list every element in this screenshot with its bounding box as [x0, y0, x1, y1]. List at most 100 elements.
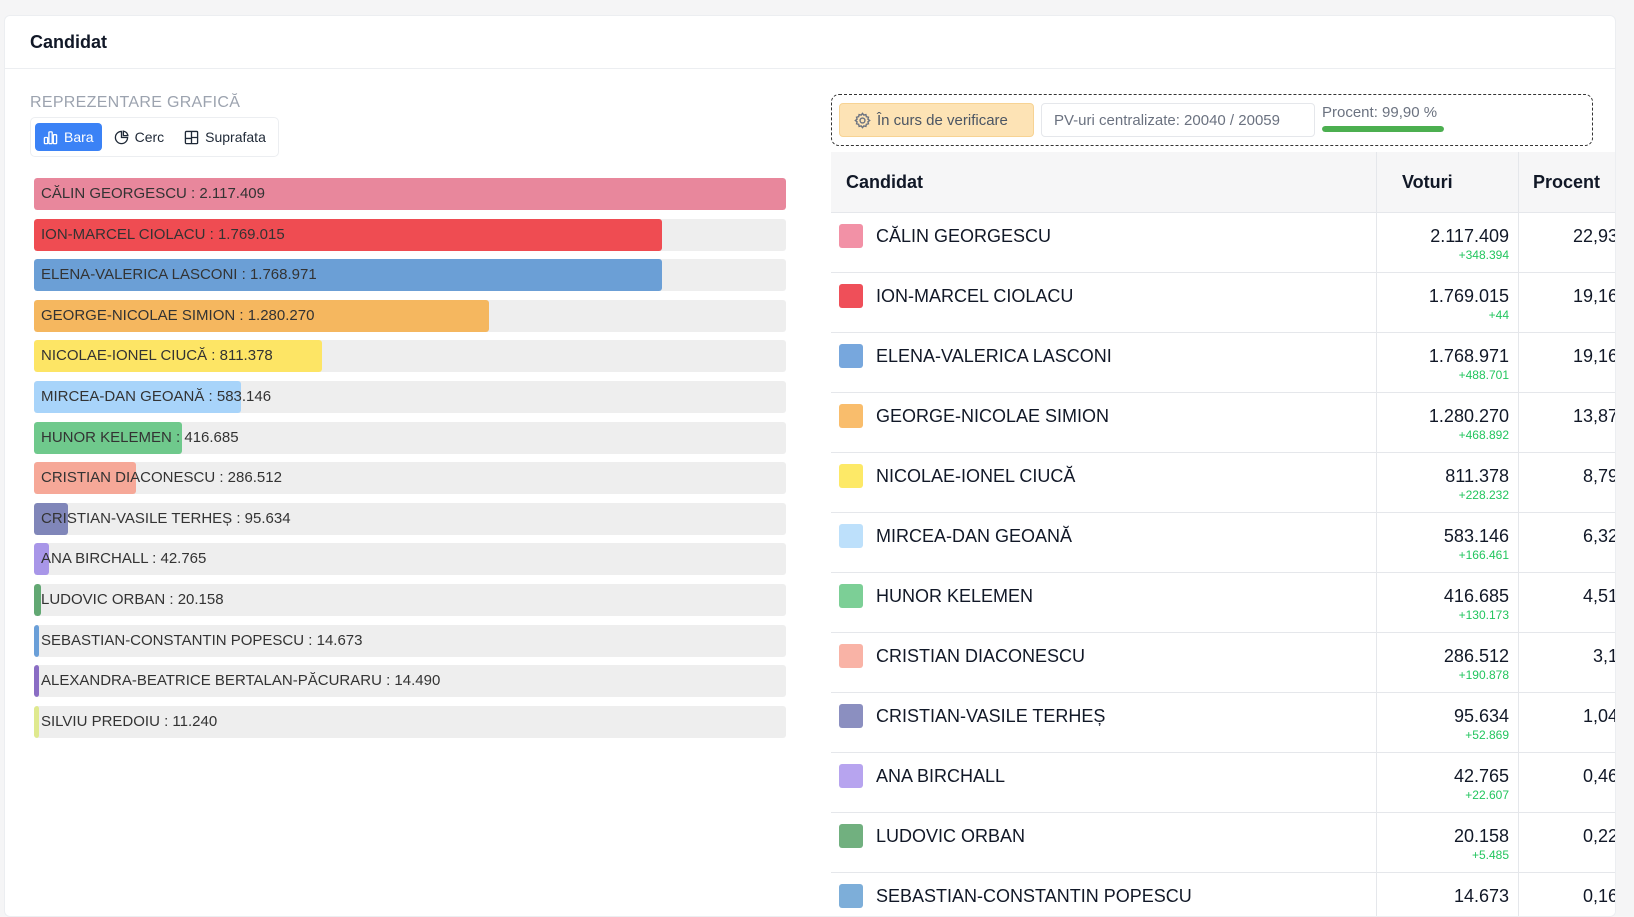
color-swatch [839, 404, 863, 428]
color-swatch [839, 644, 863, 668]
header-candidate[interactable]: Candidat [831, 152, 1377, 213]
candidate-name: CRISTIAN DIACONESCU [876, 644, 1085, 668]
bar-label: LUDOVIC ORBAN : 20.158 [41, 584, 224, 616]
percent-cell: 19,16 % [1519, 273, 1617, 333]
percent-value: 4,51 % [1519, 585, 1616, 607]
color-swatch [839, 224, 863, 248]
percent-cell: 0,22 % [1519, 813, 1617, 873]
votes-value: 2.117.409 [1377, 225, 1509, 247]
votes-cell: 286.512+190.878 [1377, 633, 1519, 693]
bar-track: CRISTIAN DIACONESCU : 286.512 [34, 462, 786, 494]
color-swatch [839, 824, 863, 848]
pie-chart-icon [114, 130, 129, 145]
percent-cell: 13,87 % [1519, 393, 1617, 453]
votes-cell: 42.765+22.607 [1377, 753, 1519, 813]
chart-view-toggle: Bara Cerc Suprafata [30, 117, 279, 157]
votes-cell: 416.685+130.173 [1377, 573, 1519, 633]
votes-value: 583.146 [1377, 525, 1509, 547]
toggle-treemap-label: Suprafata [205, 129, 266, 145]
candidate-cell: SEBASTIAN-CONSTANTIN POPESCU [831, 873, 1377, 917]
votes-delta: +166.461 [1377, 547, 1509, 563]
percent-value: 13,87 % [1519, 405, 1616, 427]
bar-track: ELENA-VALERICA LASCONI : 1.768.971 [34, 259, 786, 291]
bar-track: ANA BIRCHALL : 42.765 [34, 543, 786, 575]
percent-value: 8,79 % [1519, 465, 1616, 487]
votes-value: 14.673 [1377, 885, 1509, 907]
treemap-icon [184, 130, 199, 145]
table-header-row: Candidat Voturi Procent [831, 152, 1616, 213]
percent-value: 0,16 % [1519, 885, 1616, 907]
percent-cell: 22,93 % [1519, 213, 1617, 273]
percent-cell: 8,79 % [1519, 453, 1617, 513]
percent-cell: 4,51 % [1519, 573, 1617, 633]
candidate-name: MIRCEA-DAN GEOANĂ [876, 524, 1072, 548]
color-swatch [839, 584, 863, 608]
votes-delta: +22.607 [1377, 787, 1509, 803]
candidate-name: ION-MARCEL CIOLACU [876, 284, 1073, 308]
percent-cell: 3,1 % [1519, 633, 1617, 693]
votes-delta: +44 [1377, 307, 1509, 323]
toggle-bar-label: Bara [64, 129, 94, 145]
bar[interactable] [34, 625, 39, 657]
candidate-name: CRISTIAN-VASILE TERHEȘ [876, 704, 1105, 728]
color-swatch [839, 704, 863, 728]
votes-delta: +190.878 [1377, 667, 1509, 683]
candidate-name: LUDOVIC ORBAN [876, 824, 1025, 848]
candidate-name: SEBASTIAN-CONSTANTIN POPESCU [876, 884, 1192, 908]
color-swatch [839, 764, 863, 788]
percent-value: 0,46 % [1519, 765, 1616, 787]
bar-track: GEORGE-NICOLAE SIMION : 1.280.270 [34, 300, 786, 332]
bar-label: MIRCEA-DAN GEOANĂ : 583.146 [41, 381, 271, 413]
bar-label: GEORGE-NICOLAE SIMION : 1.280.270 [41, 300, 314, 332]
progress-label: Procent: 99,90 % [1322, 104, 1452, 122]
bar-track: ION-MARCEL CIOLACU : 1.769.015 [34, 219, 786, 251]
bar-label: ELENA-VALERICA LASCONI : 1.768.971 [41, 259, 317, 291]
toggle-pie-button[interactable]: Cerc [106, 123, 173, 151]
card-title: Candidat [5, 16, 1615, 69]
status-panel: În curs de verificare PV-uri centralizat… [831, 94, 1593, 146]
votes-delta: +468.892 [1377, 427, 1509, 443]
percent-value: 19,16 % [1519, 345, 1616, 367]
votes-value: 286.512 [1377, 645, 1509, 667]
candidate-cell: ELENA-VALERICA LASCONI [831, 333, 1377, 393]
header-votes[interactable]: Voturi [1377, 152, 1519, 213]
bar-chart-icon [43, 130, 58, 145]
candidate-cell: CĂLIN GEORGESCU [831, 213, 1377, 273]
toggle-treemap-button[interactable]: Suprafata [176, 123, 274, 151]
votes-value: 20.158 [1377, 825, 1509, 847]
bar-label: CRISTIAN-VASILE TERHEȘ : 95.634 [41, 503, 291, 535]
votes-cell: 95.634+52.869 [1377, 693, 1519, 753]
toggle-bar-button[interactable]: Bara [35, 123, 102, 151]
percent-value: 3,1 % [1519, 645, 1616, 667]
color-swatch [839, 524, 863, 548]
votes-delta: +348.394 [1377, 247, 1509, 263]
votes-cell: 1.769.015+44 [1377, 273, 1519, 333]
bar[interactable] [34, 706, 39, 738]
votes-cell: 811.378+228.232 [1377, 453, 1519, 513]
section-label: REPREZENTARE GRAFICĂ [30, 94, 240, 112]
votes-cell: 1.768.971+488.701 [1377, 333, 1519, 393]
votes-value: 811.378 [1377, 465, 1509, 487]
bar-label: CRISTIAN DIACONESCU : 286.512 [41, 462, 282, 494]
percent-value: 6,32 % [1519, 525, 1616, 547]
bar-track: SEBASTIAN-CONSTANTIN POPESCU : 14.673 [34, 625, 786, 657]
table-row: MIRCEA-DAN GEOANĂ 583.146+166.461 6,32 % [831, 513, 1616, 573]
votes-delta: +488.701 [1377, 367, 1509, 383]
bar[interactable] [34, 665, 39, 697]
progress-bar [1322, 126, 1444, 132]
percent-value: 22,93 % [1519, 225, 1616, 247]
table-row: SEBASTIAN-CONSTANTIN POPESCU 14.673 0,16 % [831, 873, 1616, 917]
color-swatch [839, 464, 863, 488]
candidate-name: ANA BIRCHALL [876, 764, 1005, 788]
votes-delta: +130.173 [1377, 607, 1509, 623]
votes-cell: 14.673 [1377, 873, 1519, 917]
bar-label: CĂLIN GEORGESCU : 2.117.409 [41, 178, 265, 210]
status-badge-label: În curs de verificare [877, 112, 1008, 129]
votes-value: 1.769.015 [1377, 285, 1509, 307]
candidate-cell: LUDOVIC ORBAN [831, 813, 1377, 873]
header-percent[interactable]: Procent [1519, 152, 1617, 213]
